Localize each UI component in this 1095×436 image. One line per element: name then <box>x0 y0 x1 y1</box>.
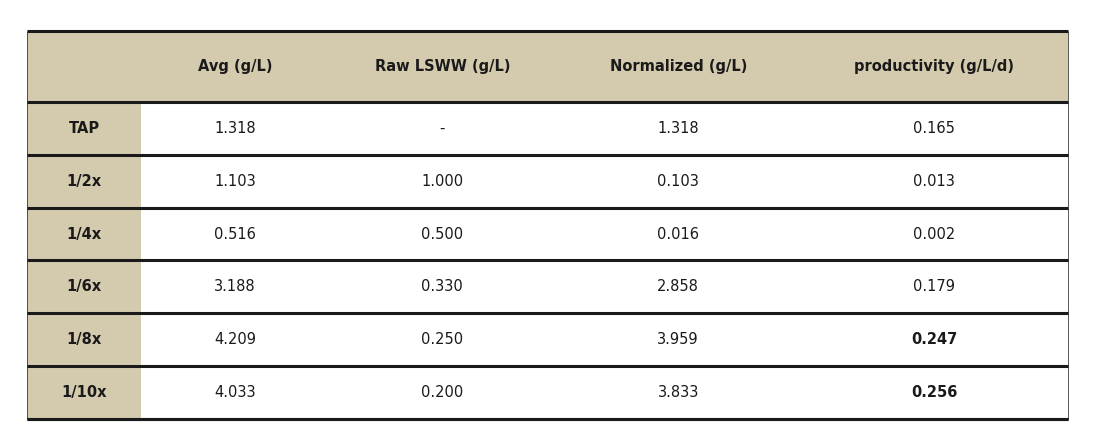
Text: 0.256: 0.256 <box>911 385 957 400</box>
Text: -: - <box>440 121 445 136</box>
Text: 1.318: 1.318 <box>657 121 699 136</box>
Text: 4.209: 4.209 <box>214 332 256 347</box>
Text: 0.330: 0.330 <box>422 279 463 294</box>
Text: 3.188: 3.188 <box>214 279 255 294</box>
Text: 0.002: 0.002 <box>913 227 955 242</box>
Text: 0.016: 0.016 <box>657 227 700 242</box>
Text: 0.500: 0.500 <box>422 227 463 242</box>
Bar <box>27 366 141 419</box>
Text: Avg (g/L): Avg (g/L) <box>197 59 272 74</box>
Bar <box>27 155 141 208</box>
Text: 1.103: 1.103 <box>214 174 256 189</box>
Text: 1.000: 1.000 <box>422 174 463 189</box>
Text: 0.179: 0.179 <box>913 279 955 294</box>
Bar <box>27 31 1068 419</box>
Text: 0.013: 0.013 <box>913 174 955 189</box>
Text: 3.959: 3.959 <box>657 332 699 347</box>
Text: 0.103: 0.103 <box>657 174 700 189</box>
Text: Raw LSWW (g/L): Raw LSWW (g/L) <box>374 59 510 74</box>
Bar <box>27 31 1068 102</box>
Text: 0.200: 0.200 <box>422 385 463 400</box>
Text: 1/4x: 1/4x <box>67 227 102 242</box>
Text: 0.516: 0.516 <box>214 227 256 242</box>
Text: 1/6x: 1/6x <box>67 279 102 294</box>
Text: 0.165: 0.165 <box>913 121 955 136</box>
Text: 3.833: 3.833 <box>658 385 699 400</box>
Bar <box>27 313 141 366</box>
Text: 2.858: 2.858 <box>657 279 700 294</box>
Text: 1/8x: 1/8x <box>67 332 102 347</box>
Text: Normalized (g/L): Normalized (g/L) <box>610 59 747 74</box>
Bar <box>27 208 141 260</box>
Text: 1/10x: 1/10x <box>61 385 107 400</box>
Bar <box>27 260 141 313</box>
Text: 1.318: 1.318 <box>214 121 255 136</box>
Text: productivity (g/L/d): productivity (g/L/d) <box>854 59 1014 74</box>
Text: 4.033: 4.033 <box>214 385 255 400</box>
Bar <box>27 102 141 155</box>
Text: 0.247: 0.247 <box>911 332 957 347</box>
Text: TAP: TAP <box>69 121 100 136</box>
Text: 1/2x: 1/2x <box>67 174 102 189</box>
Text: 0.250: 0.250 <box>422 332 463 347</box>
